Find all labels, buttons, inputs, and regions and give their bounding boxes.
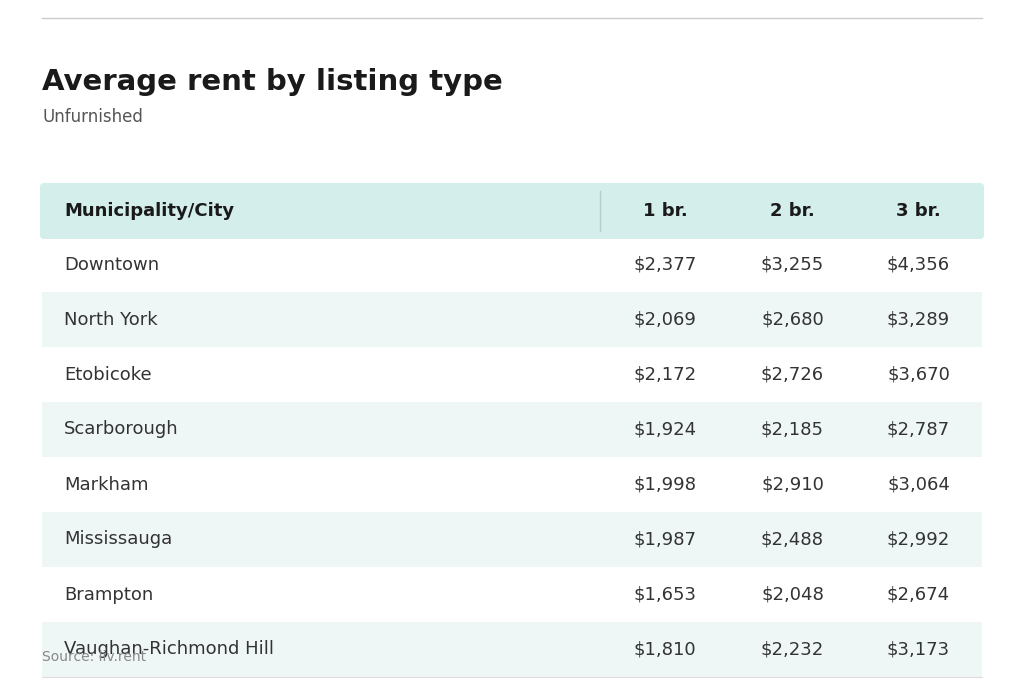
Text: $3,670: $3,670 [887, 366, 950, 384]
Text: Unfurnished: Unfurnished [42, 108, 143, 126]
Text: Etobicoke: Etobicoke [63, 366, 152, 384]
Text: Municipality/City: Municipality/City [63, 202, 234, 220]
Text: $2,069: $2,069 [634, 310, 696, 329]
Text: 1 br.: 1 br. [643, 202, 687, 220]
Text: $1,653: $1,653 [634, 586, 696, 603]
Text: $3,173: $3,173 [887, 640, 950, 658]
Text: Markham: Markham [63, 475, 148, 493]
Text: $3,255: $3,255 [761, 256, 824, 273]
Text: 3 br.: 3 br. [896, 202, 941, 220]
Text: $2,680: $2,680 [761, 310, 824, 329]
Text: Average rent by listing type: Average rent by listing type [42, 68, 503, 96]
Text: $2,726: $2,726 [761, 366, 824, 384]
Text: $1,998: $1,998 [634, 475, 696, 493]
Text: $3,064: $3,064 [887, 475, 950, 493]
Text: $2,488: $2,488 [761, 530, 824, 549]
Text: $3,289: $3,289 [887, 310, 950, 329]
Text: $2,910: $2,910 [761, 475, 824, 493]
Text: Source: liv.rent: Source: liv.rent [42, 650, 146, 664]
Text: North York: North York [63, 310, 158, 329]
Text: Vaughan-Richmond Hill: Vaughan-Richmond Hill [63, 640, 274, 658]
Text: $2,674: $2,674 [887, 586, 950, 603]
Text: Downtown: Downtown [63, 256, 159, 273]
Bar [42, 512, 982, 567]
Text: $2,048: $2,048 [761, 586, 824, 603]
Bar [42, 292, 982, 347]
Text: $1,924: $1,924 [634, 421, 696, 438]
Bar [42, 402, 982, 457]
Text: $2,185: $2,185 [761, 421, 824, 438]
Text: Brampton: Brampton [63, 586, 154, 603]
Text: $2,172: $2,172 [634, 366, 696, 384]
Bar [42, 622, 982, 677]
Text: Scarborough: Scarborough [63, 421, 178, 438]
Text: Mississauga: Mississauga [63, 530, 172, 549]
FancyBboxPatch shape [40, 183, 984, 239]
Text: $2,377: $2,377 [634, 256, 696, 273]
Text: $1,810: $1,810 [634, 640, 696, 658]
Text: $4,356: $4,356 [887, 256, 950, 273]
Text: 2 br.: 2 br. [770, 202, 815, 220]
Text: $1,987: $1,987 [634, 530, 696, 549]
Text: $2,992: $2,992 [887, 530, 950, 549]
Text: $2,787: $2,787 [887, 421, 950, 438]
Text: $2,232: $2,232 [761, 640, 824, 658]
